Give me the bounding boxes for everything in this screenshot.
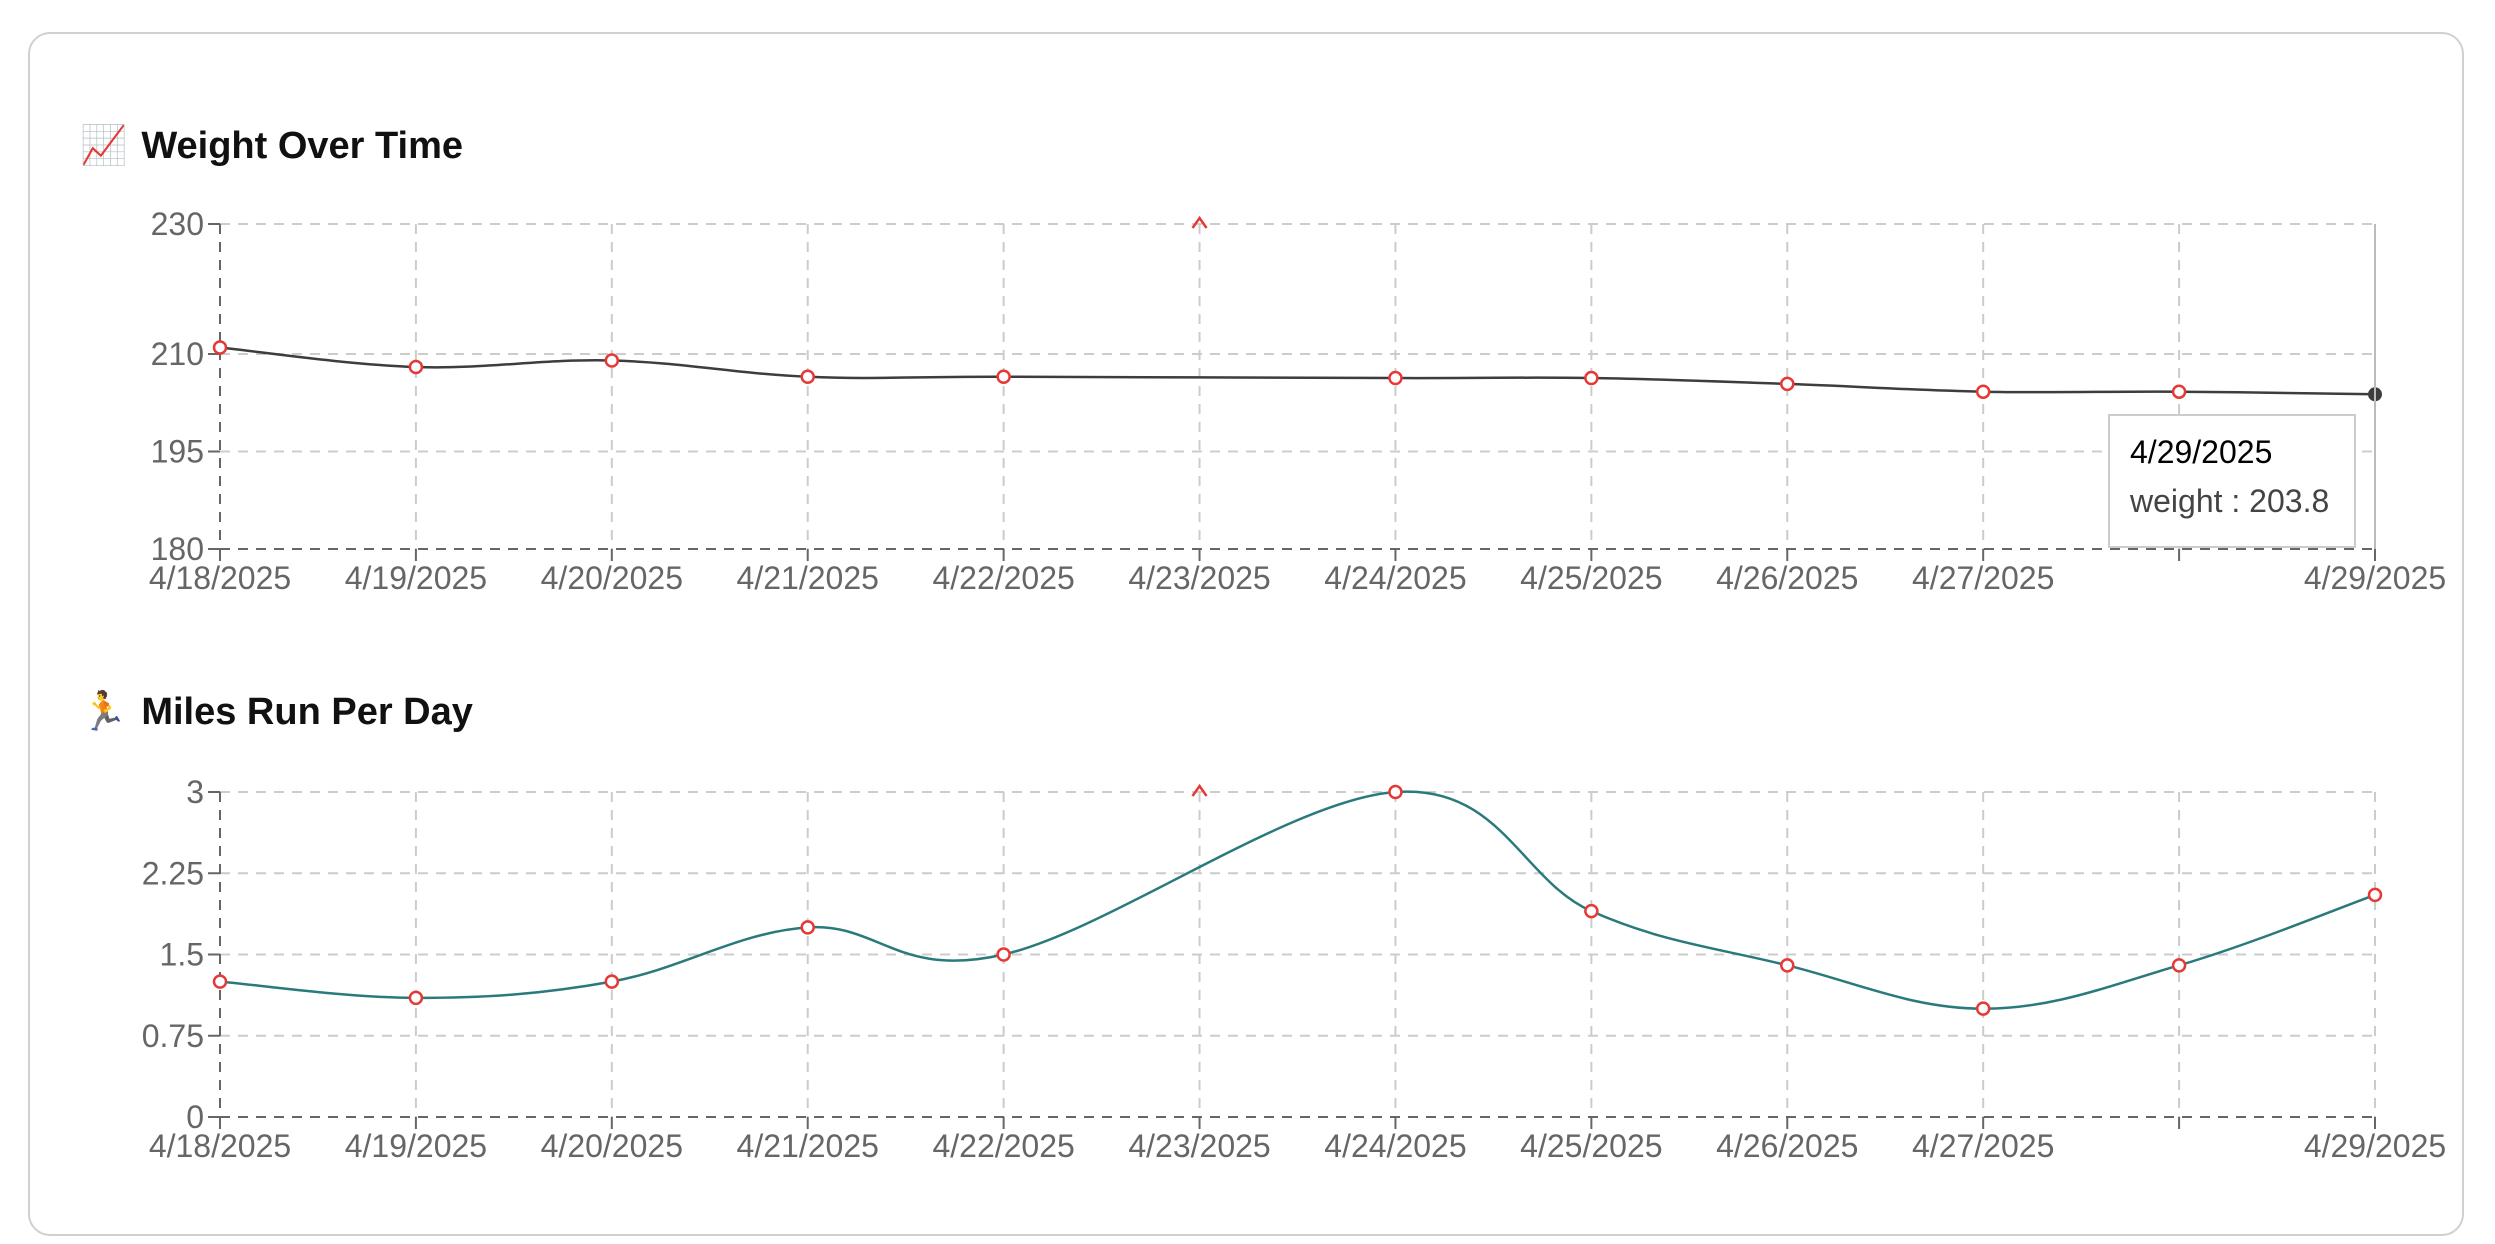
x-tick-label: 4/23/2025	[1128, 560, 1270, 596]
x-tick-label: 4/20/2025	[541, 1128, 683, 1164]
data-point	[1780, 376, 1795, 392]
data-point	[212, 974, 228, 989]
chart-title-weight: 📈 Weight Over Time	[80, 124, 463, 168]
y-tick-label: 210	[151, 336, 204, 372]
x-tick-label: 4/26/2025	[1716, 560, 1858, 596]
y-tick-label: 230	[151, 206, 204, 242]
data-point	[1780, 958, 1795, 973]
data-point	[1584, 370, 1599, 386]
x-tick-label: 4/19/2025	[345, 1128, 487, 1164]
y-tick-label: 1.5	[160, 937, 204, 973]
data-point	[996, 369, 1011, 384]
data-point	[2367, 887, 2383, 903]
x-tick-label: 4/23/2025	[1128, 1128, 1270, 1164]
data-point	[1388, 370, 1403, 386]
weight-chart-title-text: Weight Over Time	[141, 124, 464, 167]
series-line	[219, 346, 2376, 396]
x-tick-label: 4/18/2025	[149, 1128, 291, 1164]
data-point	[1975, 1001, 1991, 1016]
x-tick-label: 4/21/2025	[737, 560, 879, 596]
data-point	[212, 340, 228, 355]
y-tick-label: 195	[151, 434, 204, 470]
data-point	[2171, 384, 2187, 399]
x-tick-label: 4/18/2025	[149, 560, 291, 596]
weight-tooltip: 4/29/2025 weight : 203.8	[2108, 414, 2356, 548]
tooltip-value: weight : 203.8	[2130, 483, 2330, 519]
miles-chart-title-text: Miles Run Per Day	[141, 690, 473, 733]
x-tick-label: 4/24/2025	[1324, 560, 1466, 596]
x-tick-label: 4/27/2025	[1912, 560, 2054, 596]
chart-title-miles: 🏃 Miles Run Per Day	[80, 690, 473, 734]
data-point	[604, 353, 620, 368]
y-tick-label: 0	[186, 1099, 204, 1135]
x-tick-label: 4/29/2025	[2304, 1128, 2446, 1164]
weight-over-time-chart[interactable]: 180 195 210 230 4/18/2025 4/19/2025 4/20/2025 4…	[0, 0, 2495, 640]
data-point	[408, 990, 424, 1006]
x-tick-label: 4/29/2025	[2304, 560, 2446, 596]
data-point	[1975, 384, 1991, 399]
chart-increasing-icon: 📈	[80, 125, 128, 167]
x-tick-label: 4/20/2025	[541, 560, 683, 596]
data-point	[1584, 903, 1599, 919]
x-tick-label: 4/26/2025	[1716, 1128, 1858, 1164]
series-line	[219, 790, 2376, 1010]
x-tick-label: 4/19/2025	[345, 560, 487, 596]
tooltip-date: 4/29/2025	[2130, 434, 2273, 470]
x-tick-label: 4/22/2025	[932, 560, 1074, 596]
runner-icon: 🏃	[80, 691, 128, 733]
missing-value-marker	[1191, 783, 1208, 797]
x-tick-label: 4/24/2025	[1324, 1128, 1466, 1164]
data-point	[408, 359, 424, 375]
data-point	[1388, 784, 1403, 800]
x-tick-label: 4/25/2025	[1520, 1128, 1662, 1164]
x-tick-label: 4/27/2025	[1912, 1128, 2054, 1164]
y-tick-label: 180	[151, 531, 204, 567]
x-tick-label: 4/25/2025	[1520, 560, 1662, 596]
missing-value-marker	[1191, 215, 1208, 229]
data-point	[996, 947, 1011, 962]
x-tick-label: 4/22/2025	[932, 1128, 1074, 1164]
y-tick-label: 3	[186, 774, 204, 810]
y-tick-label: 2.25	[142, 855, 204, 891]
data-point	[2171, 958, 2187, 973]
data-point	[800, 920, 815, 935]
x-tick-label: 4/21/2025	[737, 1128, 879, 1164]
data-point	[800, 369, 815, 384]
data-point	[604, 974, 620, 989]
y-tick-label: 0.75	[142, 1018, 204, 1054]
